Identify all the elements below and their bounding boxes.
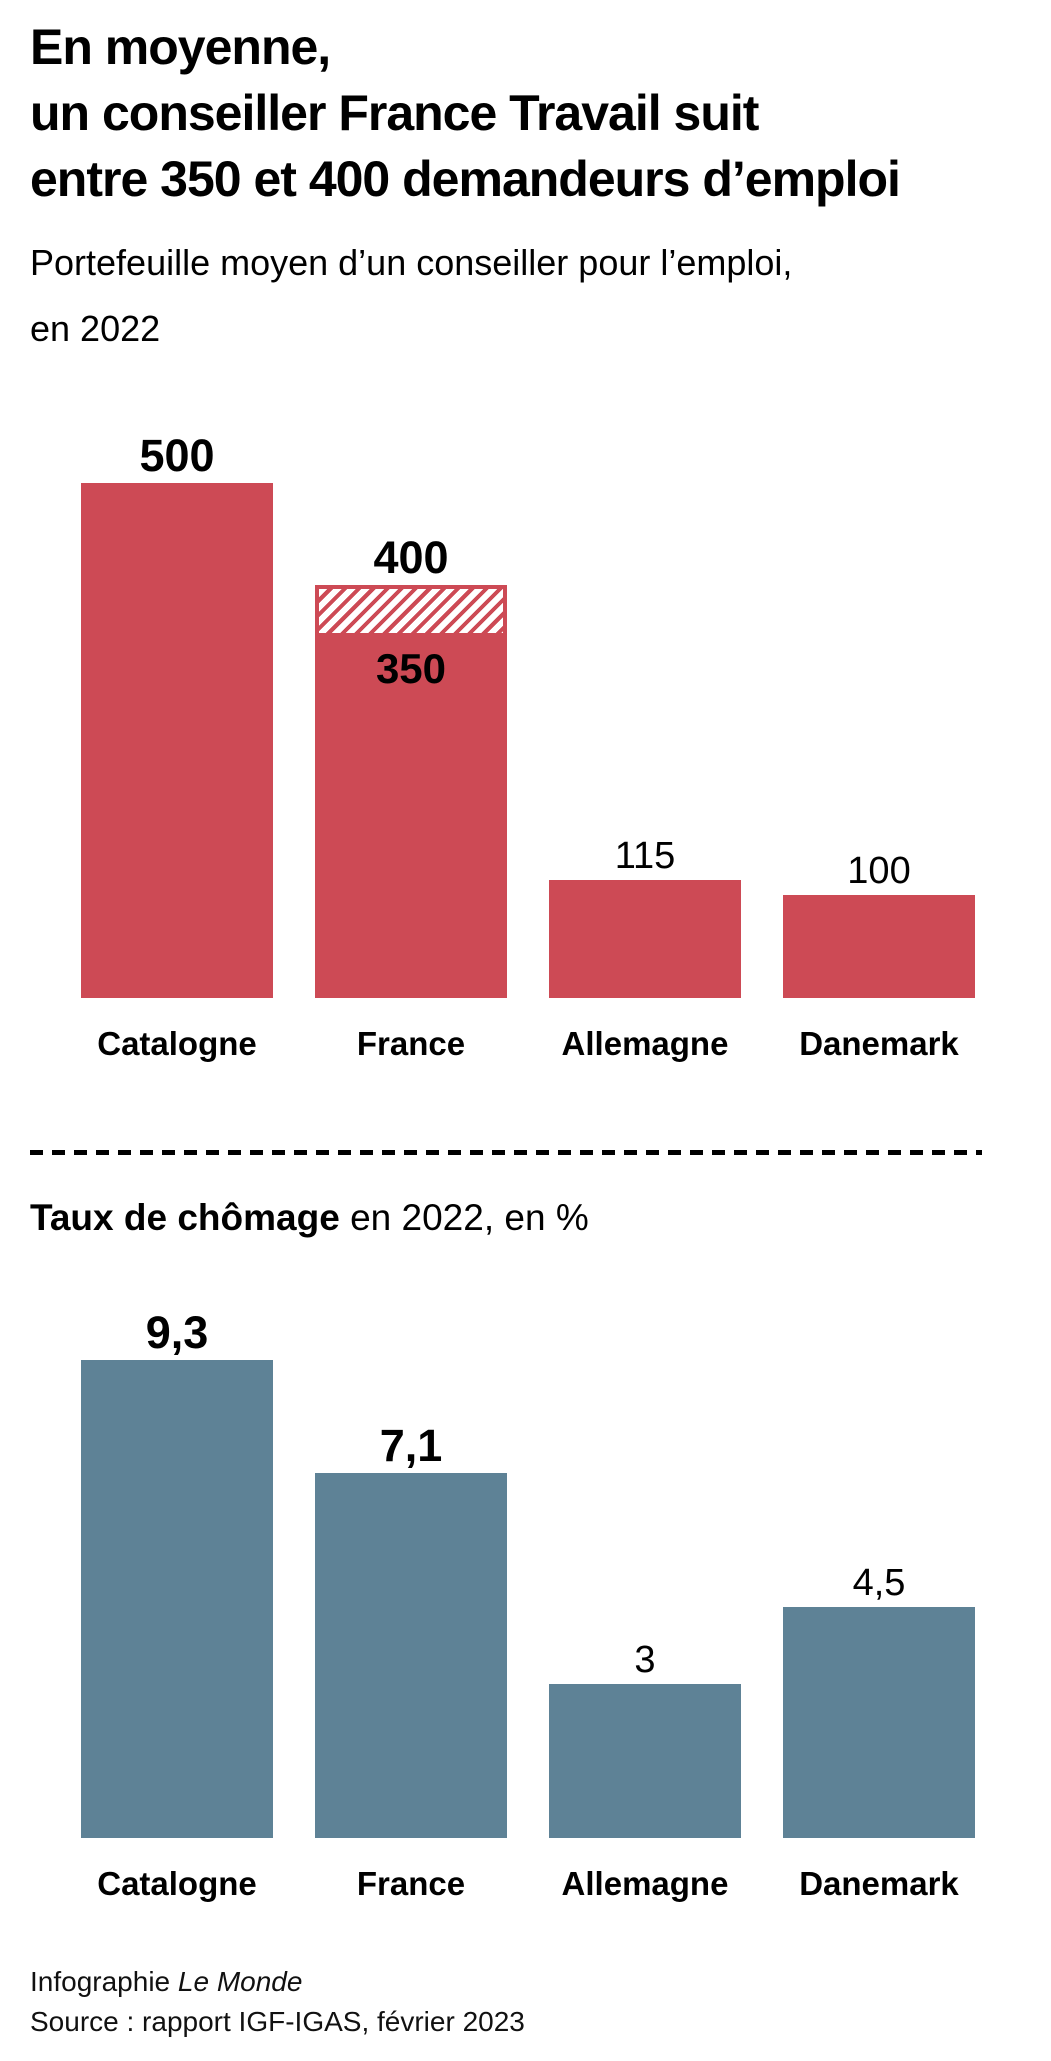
unemployment-value-label-france: 7,1 [379, 1420, 443, 1471]
unemployment-value-label-allemagne: 3 [634, 1639, 656, 1681]
unemployment-category-label-danemark: Danemark [799, 1865, 959, 1902]
unemployment-category-label-france: France [356, 1865, 466, 1902]
headline: En moyenne, un conseiller France Travail… [30, 14, 1021, 212]
portfolio-bar-allemagne [549, 880, 741, 998]
chart1-subtitle-line-1: Portefeuille moyen d’un conseiller pour … [30, 242, 793, 283]
unemployment-bar-catalogne [81, 1360, 273, 1838]
unemployment-bar-allemagne [549, 1684, 741, 1838]
unemployment-value-label-danemark: 4,5 [852, 1562, 906, 1604]
footer-credit: Infographie Le Monde [30, 1962, 1021, 2002]
chart2-title: Taux de chômage en 2022, en % [30, 1196, 1021, 1240]
dashed-separator [30, 1150, 982, 1155]
footer: Infographie Le Monde Source : rapport IG… [30, 1962, 1021, 2042]
unemployment-bar-france [315, 1473, 507, 1838]
headline-line-3: entre 350 et 400 demandeurs d’emploi [30, 151, 901, 207]
portfolio-value-label-france-min: 350 [375, 645, 447, 692]
unemployment-value-label-catalogne: 9,3 [145, 1307, 209, 1358]
footer-credit-brand: Le Monde [177, 1966, 303, 1997]
portfolio-bar-catalogne [81, 483, 273, 998]
portfolio-bar-danemark [783, 895, 975, 998]
portfolio-category-label-catalogne: Catalogne [97, 1025, 257, 1062]
footer-credit-prefix: Infographie [30, 1966, 178, 1997]
portfolio-value-label-catalogne: 500 [139, 430, 215, 481]
chart1-subtitle-line-2: en 2022 [30, 308, 161, 349]
chart1-subtitle: Portefeuille moyen d’un conseiller pour … [30, 230, 1021, 362]
portfolio-bar-france-hatched-range [315, 585, 507, 637]
unemployment-category-label-allemagne: Allemagne [561, 1865, 729, 1902]
chart2-title-rest: en 2022, en % [339, 1197, 589, 1238]
unemployment-category-label-catalogne: Catalogne [97, 1865, 257, 1902]
headline-line-2: un conseiller France Travail suit [30, 85, 759, 141]
footer-source: Source : rapport IGF-IGAS, février 2023 [30, 2006, 525, 2037]
chart2-title-bold: Taux de chômage [30, 1197, 340, 1238]
portfolio-value-label-allemagne: 115 [614, 835, 676, 877]
portfolio-category-label-danemark: Danemark [799, 1025, 959, 1062]
portfolio-category-label-france: France [356, 1025, 466, 1062]
unemployment-bar-danemark [783, 1607, 975, 1838]
portfolio-value-label-danemark: 100 [847, 850, 911, 892]
portfolio-value-label-france-max: 400 [373, 532, 449, 583]
headline-line-1: En moyenne, [30, 19, 331, 75]
portfolio-bar-france [315, 637, 507, 998]
portfolio-category-label-allemagne: Allemagne [561, 1025, 729, 1062]
